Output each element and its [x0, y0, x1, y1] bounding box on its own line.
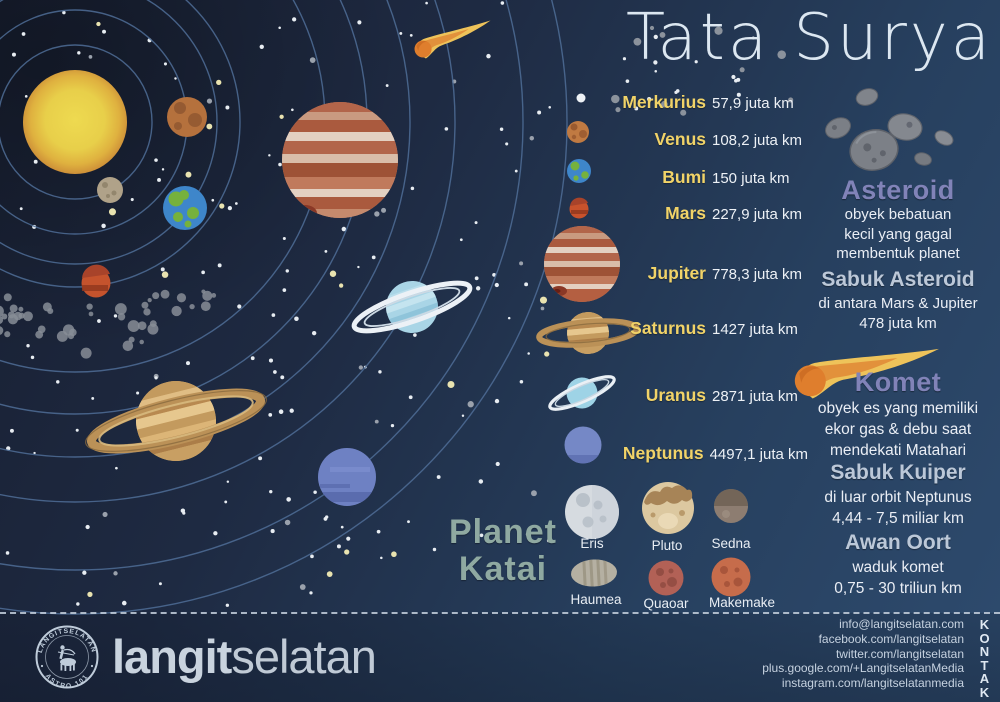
planet-name: Venus: [654, 129, 706, 149]
contact-twitter: twitter.com/langitselatan: [835, 646, 964, 661]
sabuk-asteroid-heading: Sabuk Asteroid: [821, 268, 975, 291]
komet-heading: Komet: [854, 367, 942, 397]
earth-icon: [567, 159, 591, 183]
awan-oort-description: waduk komet 0,75 - 30 triliun km: [834, 559, 962, 597]
label-quaoar: Quaoar: [643, 596, 689, 611]
dwarf-sedna: [714, 489, 748, 523]
planet-name: Saturnus: [630, 318, 706, 338]
planet-venus: [167, 97, 207, 137]
footer-shade: [0, 613, 1000, 702]
asteroid-belt-dots: [0, 289, 217, 359]
planet-jupiter: [282, 102, 398, 218]
planet-mars: [81, 264, 111, 298]
brand-bold: langit: [112, 630, 232, 683]
centaur-archer-icon: [57, 645, 76, 671]
contact-facebook: facebook.com/langitselatan: [818, 631, 964, 646]
sabuk-kuiper-description: di luar orbit Neptunus 4,44 - 7,5 miliar…: [824, 489, 972, 527]
contact-email: info@langitselatan.com: [839, 617, 964, 631]
label-makemake: Makemake: [708, 595, 776, 610]
contact-instagram: instagram.com/langitselatanmedia: [781, 676, 964, 691]
label-sedna: Sedna: [711, 536, 751, 551]
planet-uranus: [351, 273, 473, 341]
planet-distance: 150 juta km: [712, 170, 790, 187]
uranus-icon: [548, 375, 616, 411]
planet-row-saturnus: Saturnus 1427 juta km: [558, 318, 808, 339]
planet-row-uranus: Uranus 2871 juta km: [558, 385, 808, 406]
asteroid-rocks: [825, 88, 954, 171]
planet-mercury: [97, 177, 123, 203]
label-pluto: Pluto: [651, 538, 683, 553]
planet-distance: 778,3 juta km: [712, 266, 803, 283]
planet-neptune: [318, 448, 376, 506]
planet-row-jupiter: Jupiter 778,3 juta km: [558, 263, 808, 284]
svg-text:ASTRO 101: ASTRO 101: [44, 673, 91, 690]
planet-katai-heading: Planet Katai: [448, 513, 558, 588]
neptune-icon: [564, 426, 602, 464]
planet-distance: 57,9 juta km: [712, 95, 794, 112]
poster-title: Tata Surya: [626, 1, 993, 75]
dwarf-eris: [565, 485, 619, 539]
planet-row-venus: Venus 108,2 juta km: [558, 129, 808, 150]
planet-row-bumi: Bumi 150 juta km: [558, 167, 808, 188]
kontak-vertical-label: KONTAK: [979, 617, 990, 700]
asteroid-heading: Asteroid: [841, 175, 955, 205]
planet-earth: [163, 186, 207, 230]
venus-icon: [567, 121, 589, 143]
asteroid-description: obyek bebatuan kecil yang gagal membentu…: [836, 206, 960, 262]
sabuk-asteroid-description: di antara Mars & Jupiter 478 juta km: [818, 295, 978, 332]
brand-light: selatan: [231, 630, 377, 683]
contact-list: info@langitselatan.com facebook.com/lang…: [762, 617, 964, 691]
planet-name: Neptunus: [622, 443, 704, 463]
planet-name: Merkurius: [622, 92, 706, 112]
planet-name: Jupiter: [647, 263, 706, 283]
brand-wordmark: langitselatan: [112, 629, 377, 684]
planet-row-neptunus: Neptunus 4497,1 juta km: [558, 443, 808, 464]
dwarf-pluto: [642, 482, 694, 534]
planet-distance: 108,2 juta km: [712, 132, 803, 149]
planet-distance: 227,9 juta km: [712, 206, 803, 223]
planet-row-merkurius: Merkurius 57,9 juta km: [558, 92, 808, 113]
awan-oort-heading: Awan Oort: [845, 531, 951, 554]
planet-row-mars: Mars 227,9 juta km: [558, 203, 808, 224]
planet-name: Mars: [665, 203, 706, 223]
planet-distance: 2871 juta km: [712, 388, 798, 405]
planet-name: Uranus: [645, 385, 706, 405]
comet-small: [414, 20, 491, 59]
mars-icon: [569, 197, 589, 219]
sabuk-kuiper-heading: Sabuk Kuiper: [830, 461, 966, 484]
planet-distance: 4497,1 juta km: [709, 446, 808, 463]
sun: [23, 70, 127, 174]
dwarf-haumea: [571, 558, 617, 588]
komet-description: obyek es yang memiliki ekor gas & debu s…: [817, 400, 979, 459]
langitselatan-stamp-logo: LANGITSELATAN ASTRO 101: [35, 625, 99, 690]
label-eris: Eris: [580, 536, 604, 551]
mercury-icon: [576, 93, 586, 103]
label-haumea: Haumea: [570, 592, 622, 607]
planet-name: Bumi: [662, 167, 706, 187]
dwarf-makemake: [711, 557, 751, 597]
dwarf-quaoar: [648, 560, 684, 596]
footer-divider: [0, 612, 1000, 614]
planet-saturn: [85, 372, 267, 470]
contact-googleplus: plus.google.com/+LangitselatanMedia: [762, 661, 964, 676]
planet-distance: 1427 juta km: [712, 321, 798, 338]
